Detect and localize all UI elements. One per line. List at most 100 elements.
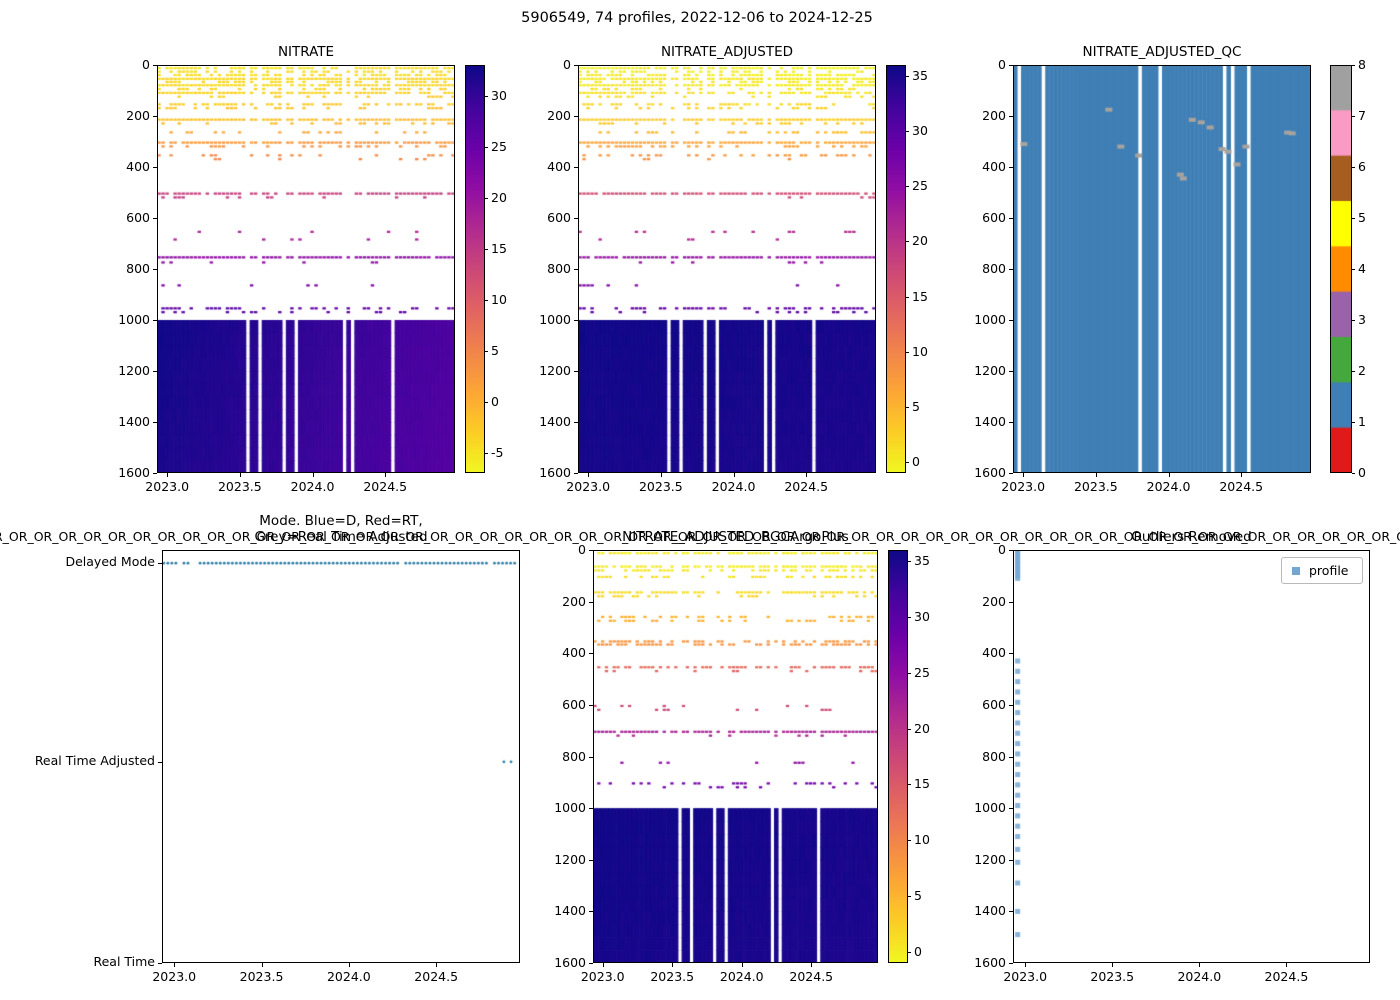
colorbar-tick-label-1: 30 <box>912 123 928 139</box>
x-tick-label-1: 2023.5 <box>638 479 683 494</box>
colorbar-tick-4 <box>908 784 911 786</box>
y-tick-2 <box>1009 116 1013 117</box>
y-tick-label-4: 1600 <box>554 955 586 970</box>
subplot-title-nitrate: NITRATE <box>277 44 335 60</box>
colorbar-tick-2 <box>1352 269 1355 270</box>
colorbar-tick-0 <box>485 350 488 352</box>
x-tick-4 <box>672 963 674 967</box>
x-tick-label-5: 2024.0 <box>1177 969 1222 984</box>
x-tick-label-1: 2024.0 <box>711 479 756 494</box>
x-tick-label-3: 2023.0 <box>152 969 197 984</box>
y-tick-label-4: 1000 <box>554 800 586 816</box>
x-tick-2 <box>1241 473 1243 477</box>
colorbar-tick-label-0: 5 <box>491 342 499 358</box>
plot-canvas-0 <box>157 65 455 473</box>
x-tick-4 <box>602 963 604 967</box>
colorbar-tick-1 <box>906 351 909 353</box>
colorbar-tick-label-0: 30 <box>491 87 507 103</box>
x-tick-label-5: 2023.5 <box>1090 969 1135 984</box>
colorbar-tick-label-0: 0 <box>491 393 499 409</box>
x-tick-0 <box>167 473 169 477</box>
colorbar-tick-label-2: 0 <box>1358 465 1366 480</box>
y-tick-3 <box>158 963 162 964</box>
y-tick-2 <box>1009 371 1013 372</box>
x-tick-0 <box>385 473 387 477</box>
y-tick-label-0: 800 <box>126 261 150 276</box>
colorbar-tick-4 <box>908 672 911 674</box>
colorbar-tick-label-1: 20 <box>912 233 928 249</box>
colorbar-tick-label-1: 35 <box>912 68 928 84</box>
x-tick-label-3: 2024.5 <box>414 969 459 984</box>
y-tick-5 <box>1009 704 1013 706</box>
colorbar-tick-label-4: 20 <box>914 720 930 736</box>
x-tick-3 <box>261 963 263 967</box>
colorbar-tick-0 <box>485 299 488 301</box>
x-tick-label-5: 2024.5 <box>1264 969 1309 984</box>
y-tick-1 <box>574 320 578 321</box>
y-tick-label-0: 200 <box>126 108 150 123</box>
y-tick-2 <box>1009 269 1013 270</box>
x-tick-label-2: 2024.0 <box>1146 479 1191 494</box>
x-tick-label-0: 2023.5 <box>217 479 262 494</box>
colorbar-tick-0 <box>485 197 488 199</box>
y-tick-label-2: 1000 <box>974 312 1006 327</box>
y-tick-label-2: 800 <box>982 261 1006 276</box>
colorbar-tick-label-2: 1 <box>1358 414 1366 429</box>
colorbar-tick-0 <box>485 95 488 97</box>
or-flag-strip: R_OR_OR_OR_OR_OR_OR_OR_OR_OR_OR_OR_OR_OR… <box>0 529 1400 544</box>
x-tick-label-3: 2024.0 <box>326 969 371 984</box>
y-tick-0 <box>153 269 157 270</box>
colorbar-tick-label-1: 15 <box>912 288 928 304</box>
colorbar-tick-4 <box>908 728 911 730</box>
colorbar-tick-1 <box>906 461 909 463</box>
y-tick-label-1: 600 <box>547 210 571 225</box>
x-tick-label-2: 2023.0 <box>1001 479 1046 494</box>
colorbar-tick-label-2: 7 <box>1358 108 1366 123</box>
axes-border-1 <box>578 65 876 473</box>
y-tick-5 <box>1009 601 1013 603</box>
y-tick-4 <box>589 808 593 810</box>
x-tick-label-2: 2023.5 <box>1073 479 1118 494</box>
subplot-title-bgcargoplus: NITRATE_ADJUSTED_BGCArgoPlus <box>622 529 849 545</box>
y-tick-label-0: 1000 <box>118 312 150 327</box>
y-tick-0 <box>153 167 157 168</box>
colorbar-border-1 <box>886 65 906 473</box>
axes-border-5 <box>1013 550 1370 963</box>
colorbar-tick-label-4: 0 <box>914 943 922 959</box>
x-tick-2 <box>1168 473 1170 477</box>
y-tick-1 <box>574 65 578 66</box>
colorbar-tick-2 <box>1352 422 1355 423</box>
y-tick-label-2: 1200 <box>974 363 1006 378</box>
plot-canvas-1 <box>578 65 876 473</box>
plot-canvas-2 <box>1013 65 1311 473</box>
axes-border-4 <box>593 550 878 963</box>
y-tick-2 <box>1009 167 1013 168</box>
legend-profile: profile <box>1281 557 1364 584</box>
colorbar-canvas-4 <box>888 550 908 963</box>
y-tick-label-4: 400 <box>562 645 586 661</box>
y-tick-4 <box>589 911 593 913</box>
y-tick-0 <box>153 473 157 474</box>
colorbar-tick-2 <box>1352 65 1355 66</box>
colorbar-tick-4 <box>908 951 911 953</box>
y-tick-label-1: 200 <box>547 108 571 123</box>
y-tick-label-5: 0 <box>998 542 1006 557</box>
colorbar-tick-4 <box>908 561 911 563</box>
x-tick-1 <box>660 473 662 477</box>
y-tick-1 <box>574 371 578 372</box>
colorbar-tick-1 <box>906 406 909 408</box>
x-tick-3 <box>174 963 176 967</box>
colorbar-tick-4 <box>908 840 911 842</box>
colorbar-tick-2 <box>1352 167 1355 168</box>
y-tick-label-2: 1400 <box>974 414 1006 429</box>
y-tick-0 <box>153 218 157 219</box>
y-tick-2 <box>1009 473 1013 474</box>
y-tick-label-1: 1000 <box>539 312 571 327</box>
x-tick-label-1: 2023.0 <box>566 479 611 494</box>
x-tick-1 <box>806 473 808 477</box>
subplot-title-mode-line1: Mode. Blue=D, Red=RT, <box>259 513 423 529</box>
y-tick-label-5: 1000 <box>974 800 1006 816</box>
y-tick-label-4: 200 <box>562 593 586 609</box>
colorbar-tick-label-2: 4 <box>1358 261 1366 276</box>
x-tick-label-4: 2024.5 <box>789 969 834 984</box>
